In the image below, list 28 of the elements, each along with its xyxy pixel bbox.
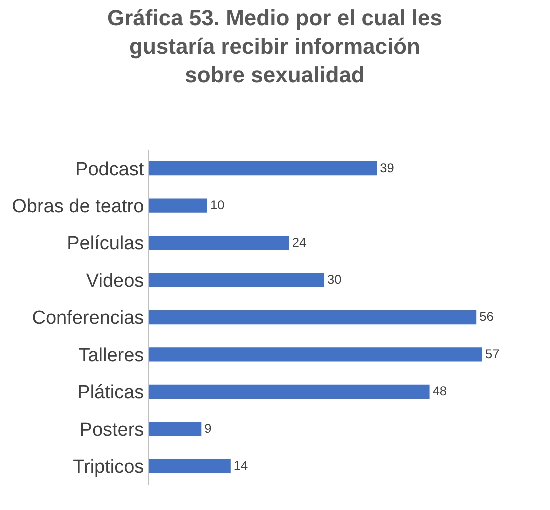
data-label: 30 [328,272,342,287]
bar [149,236,290,250]
data-label: 9 [204,420,212,436]
data-label: 56 [480,309,494,324]
data-label: 10 [210,198,225,213]
y-tick-label: Posters [80,420,144,441]
bar [149,273,324,288]
y-tick-label: Películas [67,234,144,255]
bar [149,310,477,325]
data-label: 48 [432,384,448,399]
y-tick-label: Obras de teatro [12,196,144,218]
bar [149,348,482,362]
y-tick-label: Conferencias [32,308,144,330]
y-tick-label: Talleres [78,345,144,366]
bar [149,162,378,176]
y-tick-label: Podcast [76,159,145,180]
bar [149,422,202,436]
chart-title: Gráfica 53. Medio por el cual les gustaría recibir información sobre sexualidad [107,6,443,88]
data-label: 39 [380,160,394,176]
data-label: 14 [234,458,248,474]
y-tick-label: Tripticos [73,457,144,478]
bar [149,384,430,400]
data-label: 24 [292,234,307,250]
bar [149,459,231,474]
y-tick-label: Videos [86,270,144,292]
data-label: 57 [485,346,500,362]
y-tick-label: Pláticas [78,382,144,404]
bar [149,198,208,213]
